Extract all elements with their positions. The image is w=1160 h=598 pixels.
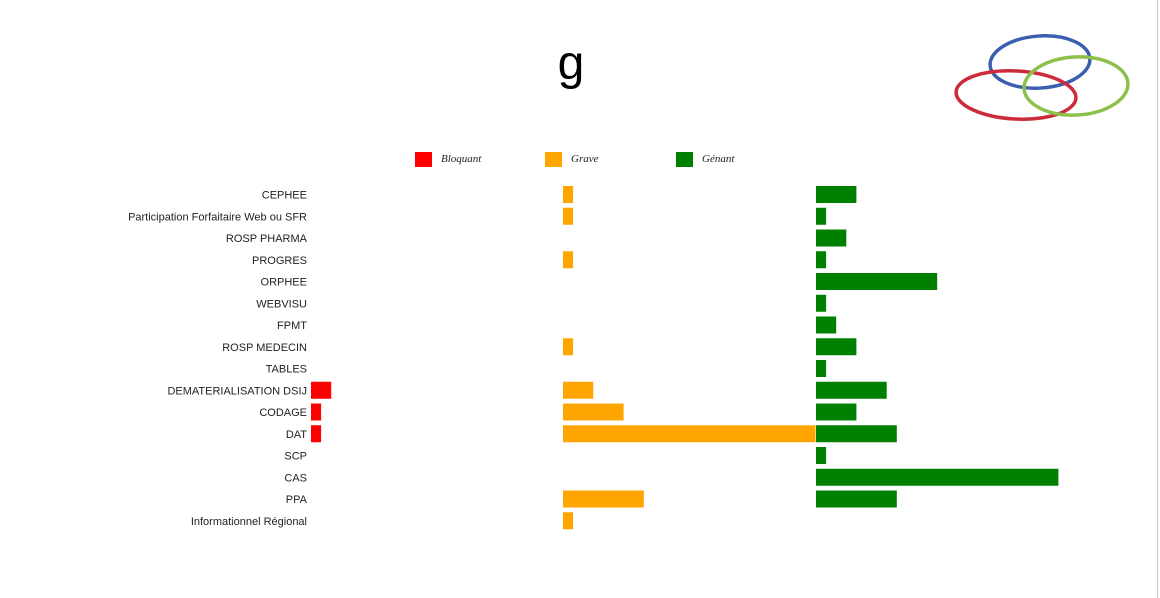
bar-genant bbox=[816, 360, 827, 377]
bar-grave bbox=[563, 251, 574, 269]
category-label: WEBVISU bbox=[256, 298, 307, 310]
bar-genant bbox=[816, 273, 938, 290]
category-label: Participation Forfaitaire Web ou SFR bbox=[128, 211, 307, 223]
bar-grave bbox=[563, 490, 644, 508]
category-label: DAT bbox=[286, 429, 307, 441]
category-label: PPA bbox=[286, 494, 308, 506]
category-label: CAS bbox=[284, 472, 307, 484]
legend-item-grave: Grave bbox=[545, 150, 599, 168]
bar-genant bbox=[816, 207, 827, 225]
chart-legend: Bloquant Grave Génant bbox=[0, 150, 1160, 170]
bar-grave bbox=[563, 186, 574, 203]
legend-swatch-genant bbox=[676, 151, 693, 167]
bar-bloquant bbox=[311, 403, 322, 421]
bar-genant bbox=[816, 316, 837, 334]
bar-genant bbox=[816, 447, 827, 464]
three-rings-logo-icon bbox=[954, 34, 1130, 121]
category-label: SCP bbox=[284, 451, 307, 463]
category-label: FPMT bbox=[277, 320, 307, 332]
bar-genant bbox=[816, 490, 897, 508]
bar-grave bbox=[563, 207, 574, 225]
category-label: ROSP MEDECIN bbox=[222, 342, 307, 354]
legend-item-bloquant: Bloquant bbox=[415, 150, 481, 168]
category-label: DEMATERIALISATION DSIJ bbox=[167, 385, 307, 397]
legend-swatch-bloquant bbox=[415, 151, 432, 167]
category-label: ROSP PHARMA bbox=[226, 233, 308, 245]
bar-genant bbox=[816, 338, 857, 356]
bar-genant bbox=[816, 403, 857, 421]
bar-genant bbox=[816, 294, 827, 312]
bar-genant bbox=[816, 425, 897, 443]
category-label: PROGRES bbox=[252, 255, 307, 267]
page-edge-divider bbox=[1157, 0, 1158, 598]
page-title: g bbox=[557, 37, 585, 90]
bar-genant bbox=[816, 468, 1059, 486]
legend-label-bloquant: Bloquant bbox=[441, 153, 482, 165]
bar-genant bbox=[816, 381, 887, 399]
legend-swatch-grave bbox=[545, 151, 562, 167]
legend-item-genant: Génant bbox=[676, 150, 734, 168]
bar-grave bbox=[563, 381, 594, 399]
bar-grave bbox=[563, 425, 816, 443]
category-label: ORPHEE bbox=[261, 277, 307, 289]
legend-label-grave: Grave bbox=[571, 153, 599, 165]
legend-label-genant: Génant bbox=[702, 153, 735, 165]
bar-grave bbox=[563, 512, 574, 530]
bar-grave bbox=[563, 403, 624, 421]
category-label: TABLES bbox=[266, 364, 307, 376]
category-label: CODAGE bbox=[259, 407, 307, 419]
bar-genant bbox=[816, 251, 827, 269]
bar-grave bbox=[563, 338, 574, 356]
category-label: Informationnel Régional bbox=[191, 516, 307, 528]
bar-bloquant bbox=[311, 381, 332, 399]
bar-genant bbox=[816, 229, 847, 247]
bar-genant bbox=[816, 186, 857, 203]
bar-bloquant bbox=[311, 425, 322, 443]
category-label: CEPHEE bbox=[262, 190, 307, 202]
